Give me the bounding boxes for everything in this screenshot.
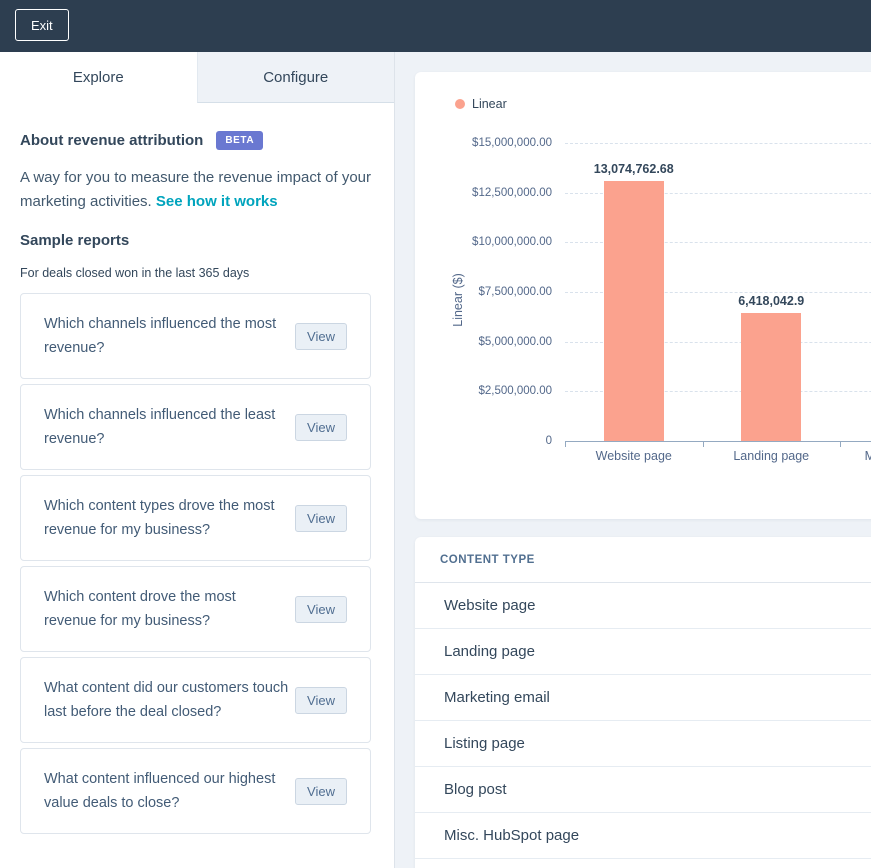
y-axis-tick-label: $10,000,000.00: [472, 236, 552, 249]
top-bar: Exit: [0, 0, 871, 52]
x-axis-tick: [702, 441, 704, 447]
sample-reports-title: Sample reports: [20, 232, 130, 249]
report-question: Which content drove the most revenue for…: [44, 589, 236, 629]
view-button[interactable]: View: [295, 595, 347, 623]
bar-value-label: 13,074,762.68: [593, 162, 674, 177]
view-button[interactable]: View: [295, 322, 347, 350]
table-row: Landing page: [415, 629, 871, 675]
tab-explore[interactable]: Explore: [0, 52, 197, 103]
y-axis-tick-label: 0: [545, 435, 552, 447]
chart-bar[interactable]: [741, 313, 802, 441]
tab-configure[interactable]: Configure: [196, 52, 394, 103]
y-axis-title: Linear ($): [451, 273, 465, 327]
about-title: About revenue attribution: [20, 132, 204, 149]
view-button[interactable]: View: [295, 413, 347, 441]
about-description-text: A way for you to measure the revenue imp…: [20, 169, 372, 210]
report-card: Which content types drove the most reven…: [20, 475, 371, 561]
beta-badge: BETA: [216, 131, 264, 150]
report-card: What content influenced our highest valu…: [20, 748, 371, 834]
report-question: Which channels influenced the most reven…: [44, 316, 277, 356]
report-question: What content did our customers touch las…: [44, 680, 289, 720]
report-question: What content influenced our highest valu…: [44, 771, 276, 811]
content-type-table: CONTENT TYPE Website page Landing page M…: [415, 537, 871, 868]
y-axis-tick-label: $5,000,000.00: [478, 335, 552, 348]
left-panel: Explore Configure About revenue attribut…: [0, 52, 395, 868]
y-axis-tick-label: $7,500,000.00: [478, 286, 552, 298]
sample-reports-subtitle: For deals closed won in the last 365 day…: [20, 266, 250, 280]
y-axis-tick-label: $12,500,000.00: [472, 186, 552, 199]
report-card: Which channels influenced the least reve…: [20, 384, 371, 470]
chart-bar[interactable]: [603, 181, 664, 441]
view-button[interactable]: View: [295, 504, 347, 532]
table-row: Blog post: [415, 767, 871, 813]
gridline: [565, 391, 871, 393]
category-label: Landing page: [733, 449, 810, 463]
x-axis-tick: [565, 441, 566, 447]
report-card-list: Which channels influenced the most reven…: [20, 293, 374, 834]
gridline: [565, 341, 871, 343]
gridline: [565, 292, 871, 293]
tab-bar: Explore Configure: [0, 52, 394, 103]
x-axis-tick: [840, 441, 841, 447]
table-row: Website page: [415, 583, 871, 629]
view-button[interactable]: View: [295, 686, 347, 714]
about-heading-row: About revenue attribution BETA: [20, 131, 374, 150]
exit-button[interactable]: Exit: [15, 9, 69, 41]
table-row: Listing page: [415, 721, 871, 767]
chart-card: Linear Linear ($) $15,000,000.00 $12,500,…: [415, 72, 871, 519]
gridline: [565, 192, 871, 194]
table-row: Marketing email: [415, 675, 871, 721]
view-button[interactable]: View: [295, 777, 347, 805]
y-axis-tick-label: $2,500,000.00: [478, 385, 552, 398]
legend-dot-icon: [455, 99, 465, 109]
report-card: Which channels influenced the most reven…: [20, 293, 371, 379]
x-axis-line: [565, 441, 871, 442]
about-description: A way for you to measure the revenue imp…: [20, 166, 380, 214]
table-body: Website page Landing page Marketing emai…: [415, 583, 871, 859]
see-how-it-works-link[interactable]: See how it works: [155, 193, 278, 210]
report-question: Which content types drove the most reven…: [44, 498, 275, 538]
report-card: What content did our customers touch las…: [20, 657, 371, 743]
panel-body: About revenue attribution BETA A way for…: [0, 103, 394, 834]
bar-value-label: 6,418,042.9: [738, 294, 805, 309]
category-label: Marketing email: [864, 449, 871, 463]
y-axis-tick-label: $15,000,000.00: [472, 137, 552, 149]
main-content: Linear Linear ($) $15,000,000.00 $12,500,…: [396, 52, 871, 868]
table-row: Misc. HubSpot page: [415, 813, 871, 859]
gridline: [565, 242, 871, 244]
legend-item-linear[interactable]: Linear: [455, 97, 507, 111]
gridline: [565, 143, 871, 144]
report-card: Which content drove the most revenue for…: [20, 566, 371, 652]
report-question: Which channels influenced the least reve…: [44, 407, 276, 447]
legend-label: Linear: [472, 97, 507, 111]
category-label: Website page: [595, 449, 672, 463]
table-header-content-type: CONTENT TYPE: [415, 537, 871, 583]
